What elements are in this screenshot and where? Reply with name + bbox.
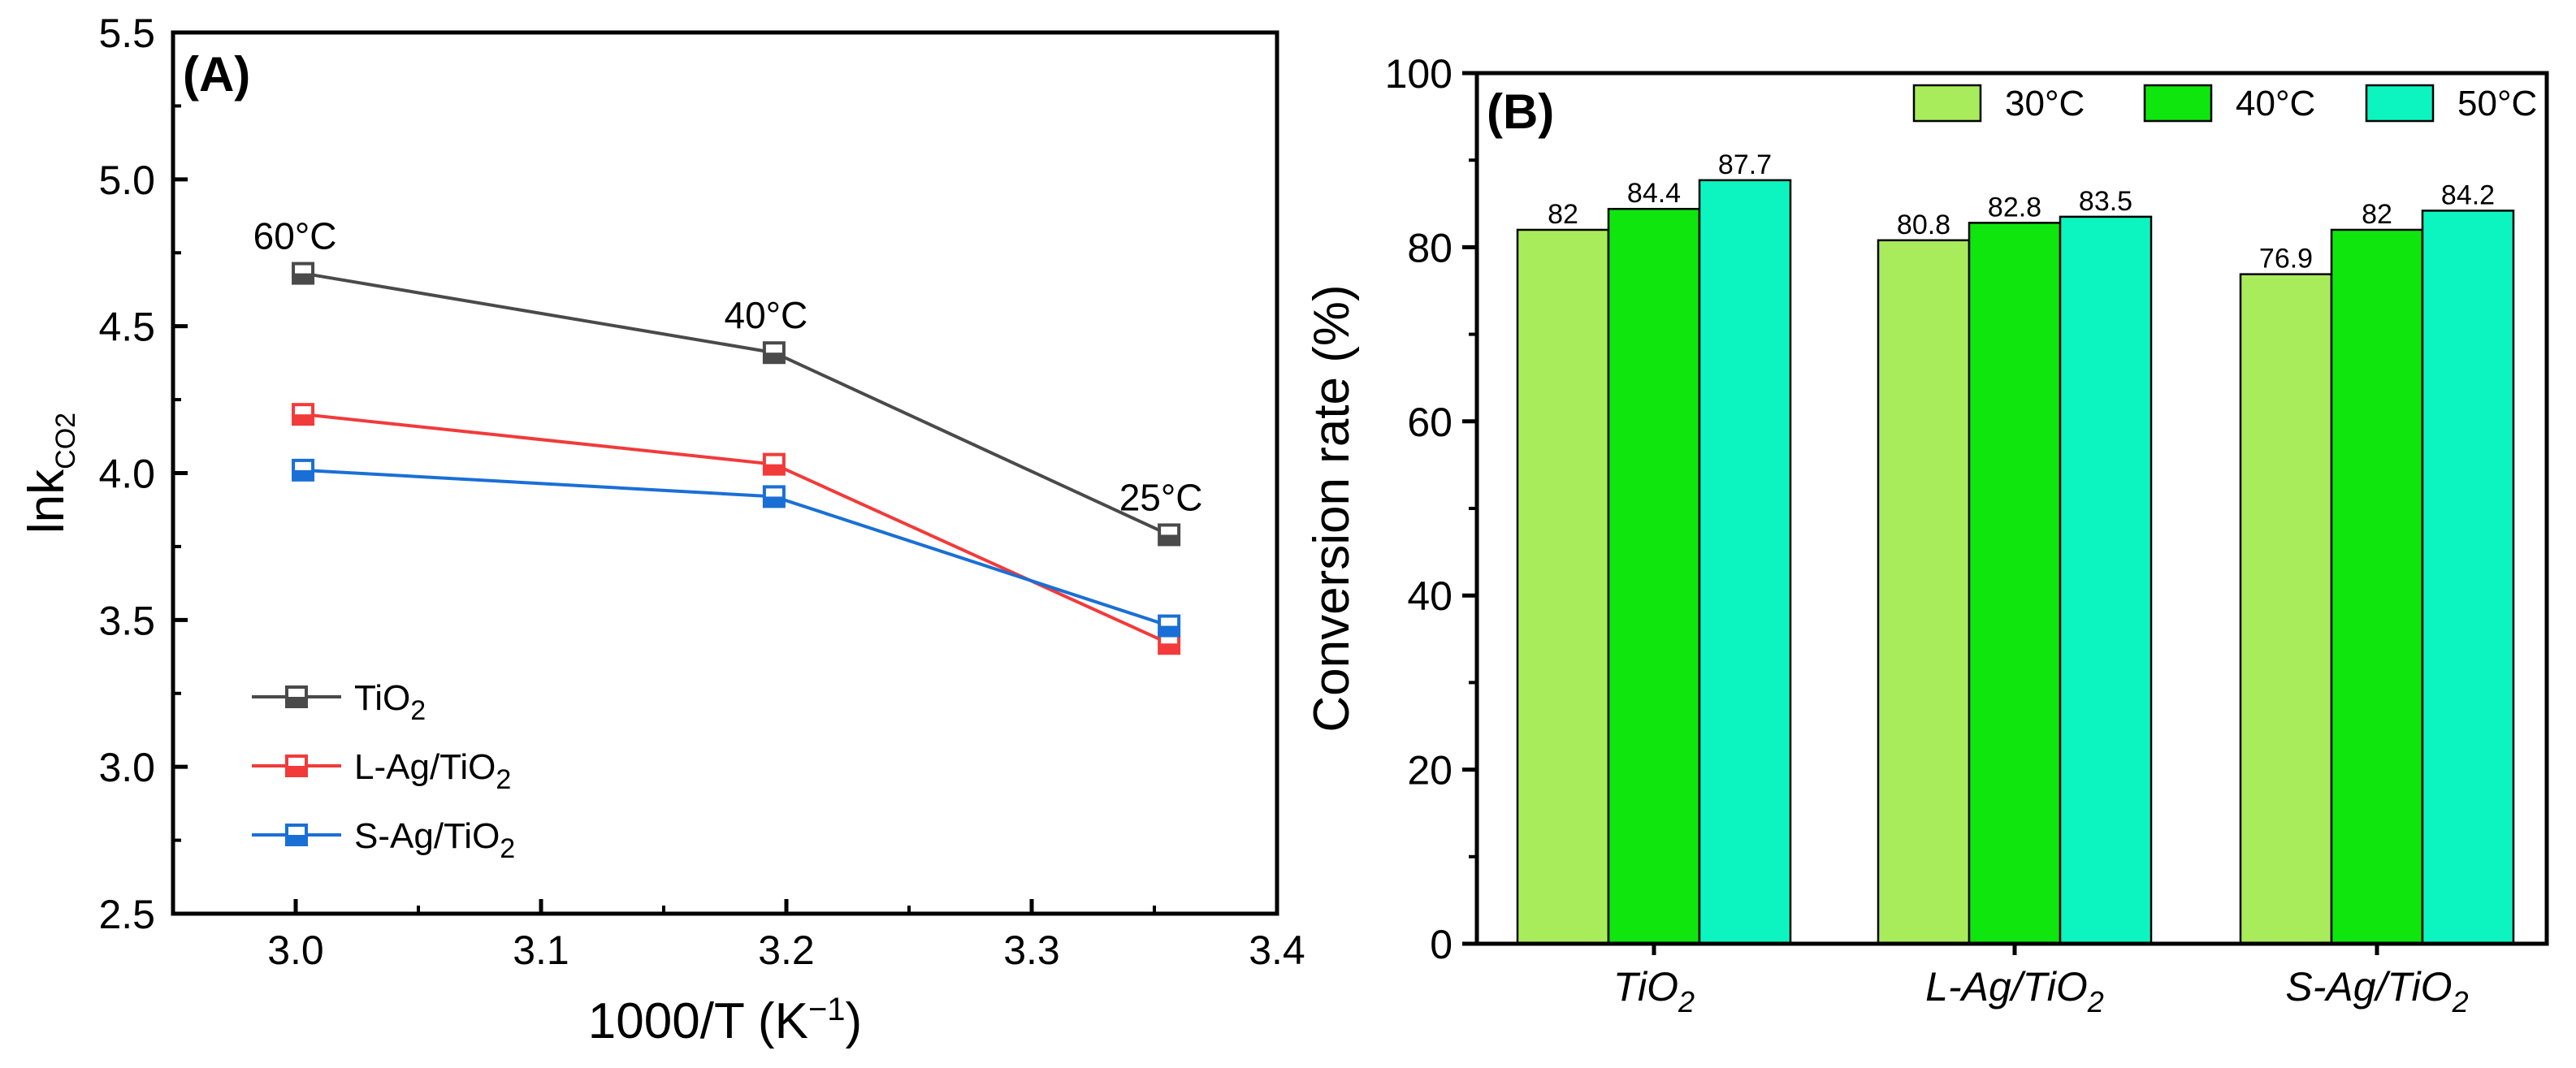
panel-a-legend-label: S-Ag/TiO2 <box>354 816 515 864</box>
panel-a-y-tick-label: 4.5 <box>98 305 155 350</box>
panel-b-y-axis-title: Conversion rate (%) <box>1304 284 1360 732</box>
panel-a-y-title-sub: CO2 <box>50 413 81 469</box>
panel-a-legend-label: TiO2 <box>354 678 426 726</box>
panel-a-point-fill <box>764 352 784 363</box>
panel-a-y-tick-label: 5.5 <box>98 11 155 56</box>
panel-b-bar-value: 83.5 <box>2079 186 2132 217</box>
panel-a-legend-label-main: TiO <box>354 678 410 718</box>
panel-b-bar <box>1877 239 1971 945</box>
panel-a-label: (A) <box>183 47 250 102</box>
panel-a-y-tick-label: 2.5 <box>98 892 155 937</box>
panel-b-bar <box>2059 215 2153 945</box>
panel-b-category-label-main: TiO <box>1613 964 1678 1010</box>
panel-a-annotation: 25°C <box>1119 476 1203 518</box>
panel-b-legend-swatch <box>2143 84 2213 123</box>
panel-b-y-tick-label: 0 <box>1430 922 1453 967</box>
panel-a-x-tick-label: 3.4 <box>1249 927 1305 973</box>
panel-b-bar-value: 80.8 <box>1897 210 1950 240</box>
panel-a-y-tick-label: 5.0 <box>98 158 155 203</box>
panel-a-y-tick-label: 3.5 <box>98 598 155 643</box>
panel-a-point-fill <box>1159 625 1180 636</box>
panel-b-legend-label: 50°C <box>2457 84 2537 123</box>
panel-a-line-chart: 3.0 3.1 3.2 3.3 3.4 2.5 3.0 3.5 4.0 4.5 5.0 5.5 60°… <box>19 11 1305 1049</box>
panel-b-bar-value: 82 <box>1548 199 1578 230</box>
panel-a-point-fill <box>293 469 314 480</box>
panel-a-x-tick-label: 3.2 <box>758 927 815 973</box>
panel-b-bar-value: 84.2 <box>2441 179 2495 210</box>
panel-a-legend-marker-fill <box>287 766 306 776</box>
panel-a-x-tick-label: 3.0 <box>267 927 324 973</box>
panel-a-y-tick-label: 3.0 <box>98 745 155 790</box>
panel-b-plot-frame <box>1474 71 2549 946</box>
panel-b-category-label: S-Ag/TiO2 <box>2285 964 2468 1018</box>
panel-b-category-label-sub: 2 <box>2087 985 2104 1018</box>
panel-a-legend-label-sub: 2 <box>496 764 511 795</box>
panel-a-annotation: 60°C <box>253 215 337 257</box>
panel-a-x-tick-label: 3.1 <box>513 927 569 973</box>
panel-a-x-title-end: ) <box>846 993 863 1049</box>
panel-b-y-tick-label: 100 <box>1385 51 1453 97</box>
panel-b-category-label: TiO2 <box>1613 964 1695 1018</box>
panel-b-y-tick-label: 60 <box>1407 400 1453 445</box>
panel-a-legend-label: L-Ag/TiO2 <box>354 747 511 795</box>
panel-b-bar-value: 76.9 <box>2259 244 2313 275</box>
panel-a-point-fill <box>293 273 314 283</box>
panel-a-point-fill <box>1159 643 1180 654</box>
panel-a-point-fill <box>764 496 784 507</box>
panel-a-point-fill <box>1159 534 1180 545</box>
panel-a-point-fill <box>293 414 314 425</box>
panel-b-y-tick-label: 80 <box>1407 225 1453 270</box>
panel-b-bar <box>1516 228 1610 945</box>
panel-b-bar <box>2330 228 2424 945</box>
panel-a-y-axis-title: lnkCO2 <box>19 413 81 534</box>
panel-b-legend: 30°C 40°C 50°C <box>1912 84 2537 123</box>
panel-b-y-tick-label: 20 <box>1407 748 1453 793</box>
panel-a-plot-frame <box>171 30 1279 916</box>
panel-a-series-line-1 <box>302 413 1170 646</box>
panel-b-bar <box>1698 179 1792 945</box>
panel-a-legend-marker-fill <box>287 835 306 845</box>
panel-b-legend-label: 40°C <box>2236 84 2315 123</box>
panel-a-x-title-sup: −1 <box>808 992 846 1027</box>
panel-a-legend-label-sub: 2 <box>500 833 515 864</box>
panel-b-bar <box>1968 222 2062 945</box>
panel-a-x-axis-title: 1000/T (K−1) <box>588 992 862 1049</box>
panel-b-bar <box>2239 273 2333 945</box>
panel-a-legend-marker-fill <box>287 697 306 707</box>
panel-b-y-tick-label: 40 <box>1407 573 1453 619</box>
panel-a-x-tick-label: 3.3 <box>1003 927 1060 973</box>
panel-b-category-label: L-Ag/TiO2 <box>1925 964 2104 1018</box>
panel-a-series-line-2 <box>302 468 1170 628</box>
panel-b-bar <box>2421 210 2515 945</box>
panel-b-category-label-sub: 2 <box>2452 985 2469 1018</box>
panel-a-y-tick-label: 4.0 <box>98 452 155 497</box>
panel-a-x-title-main: 1000/T (K <box>588 993 808 1049</box>
panel-b-bar-value: 87.7 <box>1718 149 1772 180</box>
panel-b-bar-value: 82.8 <box>1988 192 2041 223</box>
panel-b-category-label-main: S-Ag/TiO <box>2285 964 2452 1010</box>
panel-b-bar <box>1607 207 1701 945</box>
panel-a-legend-label-sub: 2 <box>410 695 426 726</box>
panel-a-legend-label-main: L-Ag/TiO <box>354 747 496 787</box>
panel-b-bar-value: 82 <box>2362 199 2392 230</box>
panel-b-bar-value: 84.4 <box>1627 178 1681 209</box>
panel-a-y-title-main: lnk <box>19 469 75 534</box>
panel-b-label: (B) <box>1487 84 1554 139</box>
panel-b-legend-label: 30°C <box>2005 84 2085 123</box>
panel-b-legend-swatch <box>2365 84 2435 123</box>
panel-a-legend-label-main: S-Ag/TiO <box>354 816 500 856</box>
panel-a-annotation: 40°C <box>725 294 808 336</box>
panel-b-category-label-main: L-Ag/TiO <box>1925 964 2088 1010</box>
panel-b-category-label-sub: 2 <box>1678 985 1695 1018</box>
panel-b-legend-swatch <box>1912 84 1982 123</box>
panel-a-point-fill <box>764 464 784 474</box>
